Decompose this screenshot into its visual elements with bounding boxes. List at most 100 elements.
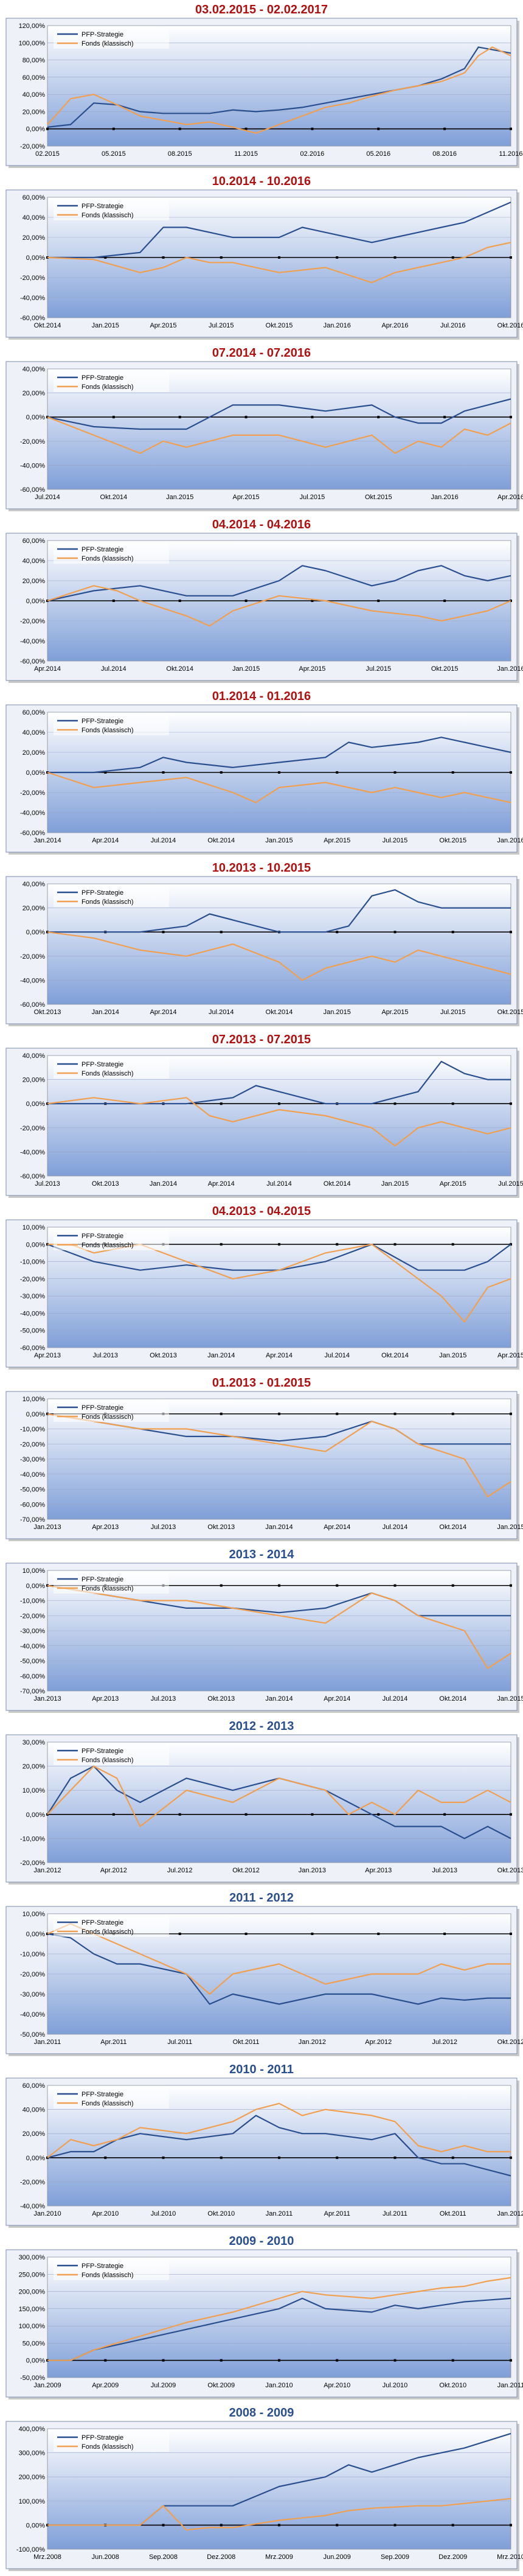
legend: PFP-Strategie Fonds (klassisch): [54, 28, 169, 49]
legend-label: Fonds (klassisch): [81, 2272, 134, 2279]
zero-marker: [336, 2359, 339, 2362]
legend: PFP-Strategie Fonds (klassisch): [54, 200, 169, 220]
y-tick-label: 0,00%: [26, 1931, 45, 1938]
y-tick-label: -50,00%: [20, 2031, 45, 2039]
x-tick-label: Okt.2014: [100, 494, 128, 501]
zero-marker: [178, 600, 181, 602]
series-line-strategy: [47, 2115, 511, 2177]
y-tick-label: -50,00%: [20, 1486, 45, 1494]
x-tick-label: Okt.2015: [431, 665, 459, 673]
x-tick-label: Okt.2014: [34, 322, 61, 329]
y-tick-label: -30,00%: [20, 1991, 45, 1998]
y-tick-label: -60,00%: [20, 1673, 45, 1680]
zero-marker: [112, 1813, 115, 1816]
y-tick-label: 10,00%: [23, 1224, 46, 1231]
chart-panel: 2009 - 2010 300,00% 250,00% 200,00% 150,00% 1…: [0, 2231, 523, 2403]
chart-panel: 04.2013 - 04.2015 10,00% 0,00% -10,00% -20,0…: [0, 1202, 523, 1373]
x-tick-label: Okt.2013: [34, 1009, 61, 1016]
x-tick-label: Apr.2015: [381, 1009, 408, 1016]
x-tick-label: Jul.2013: [92, 1352, 118, 1359]
chart-title: 04.2014 - 04.2016: [212, 518, 311, 531]
legend-label: Fonds (klassisch): [81, 2100, 134, 2107]
chart-svg: 2008 - 2009 400,00% 300,00% 200,00% 100,00% 0…: [5, 2406, 523, 2571]
x-tick-label: Jan.2014: [207, 1352, 235, 1359]
zero-marker: [278, 1243, 280, 1246]
zero-marker: [510, 2156, 512, 2159]
y-tick-label: -40,00%: [20, 2203, 45, 2210]
zero-marker: [278, 2359, 280, 2362]
zero-marker: [336, 2156, 339, 2159]
x-tick-label: Apr.2013: [365, 1867, 392, 1874]
x-tick-label: Jan.2012: [33, 1867, 61, 1874]
zero-marker: [162, 256, 165, 259]
legend-label: Fonds (klassisch): [81, 555, 134, 562]
x-tick-label: Jan.2013: [299, 1867, 326, 1874]
x-tick-label: Jan.2010: [33, 2210, 61, 2217]
x-tick-label: Okt.2013: [207, 1695, 235, 1703]
x-tick-label: Okt.2015: [497, 1009, 523, 1016]
y-tick-label: 40,00%: [23, 214, 46, 222]
y-tick-label: -60,00%: [20, 658, 45, 665]
x-tick-label: Apr.2012: [365, 2039, 392, 2046]
legend-label: Fonds (klassisch): [81, 40, 134, 47]
x-tick-label: Apr.2014: [92, 837, 119, 844]
x-tick-label: Dez.2008: [207, 2553, 235, 2561]
series-line-fund: [47, 931, 511, 981]
series-line-fund: [47, 242, 511, 284]
zero-marker: [336, 1412, 339, 1415]
x-tick-label: Jul.2010: [383, 2382, 408, 2389]
y-tick-label: 10,00%: [23, 1787, 46, 1794]
y-tick-label: -60,00%: [20, 315, 45, 322]
x-tick-label: Apr.2015: [324, 837, 350, 844]
zero-marker: [112, 600, 115, 602]
zero-marker: [311, 1813, 314, 1816]
x-tick-label: Jan.2013: [33, 1695, 61, 1703]
x-tick-label: Jan.2015: [381, 1180, 409, 1188]
zero-marker: [443, 1813, 446, 1816]
x-tick-label: Jul.2014: [101, 665, 126, 673]
x-tick-label: Okt.2012: [497, 2039, 523, 2046]
chart-title: 2013 - 2014: [229, 1548, 295, 1561]
y-tick-label: -20,00%: [20, 1860, 45, 1867]
zero-marker: [336, 2524, 339, 2527]
zero-marker: [451, 2524, 454, 2527]
zero-marker: [510, 2524, 512, 2527]
legend: PFP-Strategie Fonds (klassisch): [54, 2088, 169, 2109]
x-tick-label: 08.2016: [432, 150, 457, 158]
x-tick-label: Jan.2015: [265, 837, 293, 844]
x-tick-label: Okt.2015: [365, 494, 392, 501]
y-tick-label: -60,00%: [20, 1001, 45, 1009]
y-tick-label: 20,00%: [23, 1077, 46, 1084]
x-tick-label: Apr.2011: [100, 2039, 126, 2046]
x-tick-label: Jul.2015: [300, 494, 325, 501]
chart-svg: 03.02.2015 - 02.02.2017 120,00% 100,00% 80,…: [5, 3, 522, 168]
y-tick-label: -70,00%: [20, 1688, 45, 1695]
zero-marker: [162, 2359, 165, 2362]
series-line-strategy: [47, 2297, 511, 2361]
zero-marker: [510, 1813, 512, 1816]
zero-marker: [336, 771, 339, 774]
x-tick-label: Okt.2015: [266, 322, 293, 329]
x-tick-label: Jul.2014: [383, 1524, 408, 1531]
x-tick-label: Apr.2015: [150, 322, 176, 329]
x-tick-label: Jul.2013: [151, 1695, 176, 1703]
zero-marker: [510, 1933, 512, 1935]
chart-panel: 2013 - 2014 10,00% 0,00% -10,00% -20,00% -30,…: [0, 1545, 523, 1717]
chart-panel: 2008 - 2009 400,00% 300,00% 200,00% 100,00% 0…: [0, 2403, 523, 2575]
x-tick-label: Apr.2012: [100, 1867, 127, 1874]
legend-label: PFP-Strategie: [81, 718, 123, 725]
y-tick-label: 80,00%: [23, 57, 46, 65]
y-tick-label: -20,00%: [20, 953, 45, 961]
series-line-strategy: [47, 737, 511, 774]
zero-marker: [451, 2359, 454, 2362]
zero-marker: [451, 256, 454, 259]
legend: PFP-Strategie Fonds (klassisch): [54, 1745, 169, 1765]
x-tick-label: Jan.2016: [497, 837, 523, 844]
series-line-fund: [47, 1765, 511, 1827]
chart-title: 07.2013 - 07.2015: [212, 1033, 311, 1046]
x-tick-label: Apr.2014: [324, 1695, 350, 1703]
zero-marker: [178, 1813, 181, 1816]
y-tick-label: 0,00%: [26, 1241, 45, 1248]
chart-title: 01.2014 - 01.2016: [212, 690, 311, 703]
legend-label: Fonds (klassisch): [81, 2443, 134, 2451]
